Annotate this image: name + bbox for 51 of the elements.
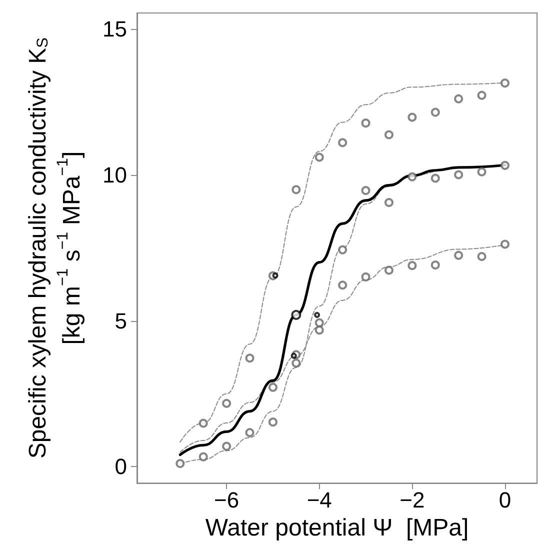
point xyxy=(222,398,232,408)
point xyxy=(430,260,440,270)
point xyxy=(430,108,440,117)
point xyxy=(454,170,464,180)
y-tick-label: 0 xyxy=(114,454,127,480)
point xyxy=(361,186,370,196)
point xyxy=(268,382,278,392)
point xyxy=(198,452,208,462)
point xyxy=(176,459,185,468)
point xyxy=(198,418,208,428)
point xyxy=(272,272,278,278)
point xyxy=(314,318,324,328)
y-tick-label: 15 xyxy=(102,16,127,42)
point xyxy=(245,428,254,438)
point xyxy=(408,261,417,270)
point xyxy=(222,442,232,451)
point xyxy=(292,358,301,368)
x-tick-label: −2 xyxy=(400,488,425,513)
point xyxy=(338,245,348,254)
point xyxy=(245,354,254,363)
point xyxy=(268,418,278,427)
point xyxy=(477,90,486,100)
point xyxy=(361,272,370,282)
x-tick-label: 0 xyxy=(498,488,512,513)
point xyxy=(500,78,510,88)
y-tick-label: 10 xyxy=(102,162,127,188)
point xyxy=(314,152,324,162)
point xyxy=(454,94,464,104)
point xyxy=(384,130,394,140)
point xyxy=(477,252,486,262)
point xyxy=(384,198,394,207)
point xyxy=(292,185,301,194)
point xyxy=(500,160,510,170)
x-axis-title: Water potential Ψ [MPa] xyxy=(205,514,469,542)
point xyxy=(314,312,320,318)
point xyxy=(291,310,302,320)
point xyxy=(384,266,394,275)
point xyxy=(290,352,297,359)
point xyxy=(430,174,440,183)
x-tick-label: −4 xyxy=(306,488,332,513)
point xyxy=(338,138,348,148)
point xyxy=(361,118,370,128)
point xyxy=(454,250,464,260)
point xyxy=(477,167,486,176)
point xyxy=(500,240,510,249)
y-tick-label: 5 xyxy=(114,308,127,334)
point xyxy=(314,326,324,335)
point xyxy=(408,112,417,122)
x-tick-label: −6 xyxy=(214,488,240,513)
point xyxy=(408,172,417,182)
point xyxy=(338,280,348,290)
